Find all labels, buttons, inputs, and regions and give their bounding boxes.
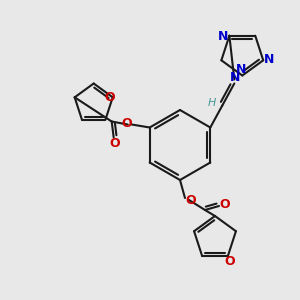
Text: N: N [230, 71, 241, 84]
Text: O: O [225, 255, 235, 268]
Text: O: O [122, 117, 132, 130]
Text: O: O [110, 137, 120, 150]
Text: H: H [208, 98, 217, 107]
Text: O: O [104, 91, 115, 104]
Text: N: N [264, 53, 274, 66]
Text: O: O [186, 194, 196, 206]
Text: N: N [218, 30, 229, 43]
Text: N: N [236, 63, 247, 76]
Text: O: O [220, 199, 230, 212]
